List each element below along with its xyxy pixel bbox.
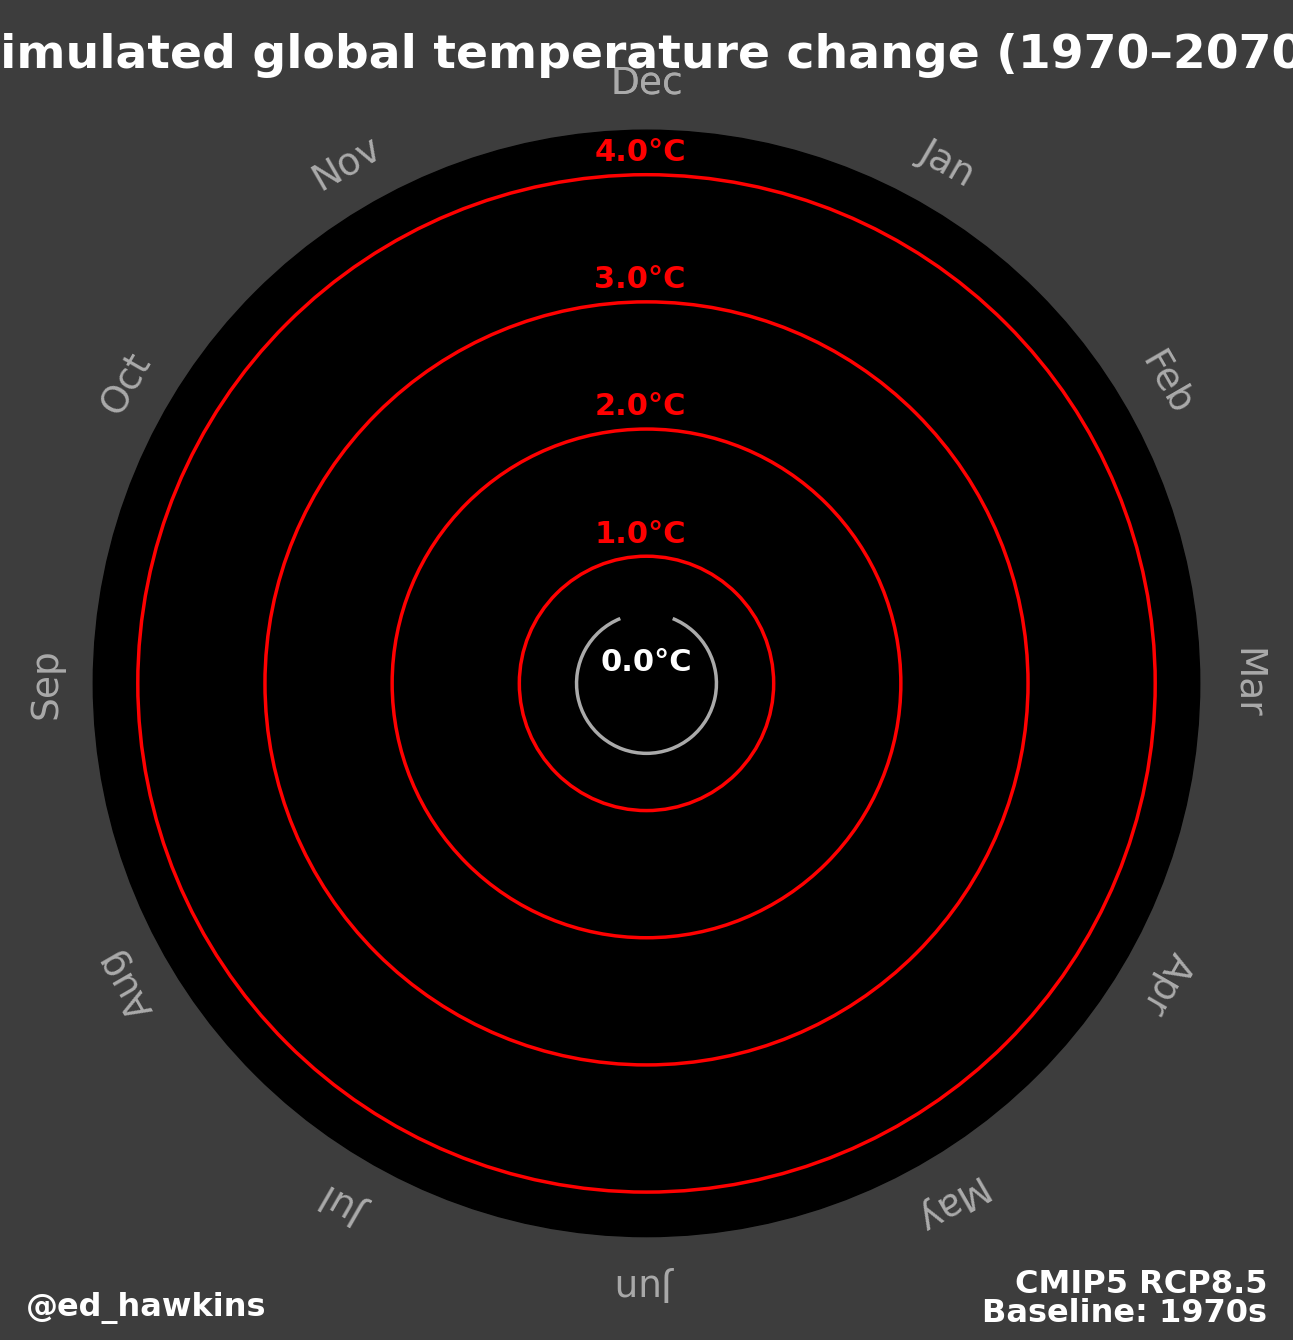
Text: 0.0°C: 0.0°C <box>601 649 692 677</box>
Text: 4.0°C: 4.0°C <box>595 138 687 168</box>
Text: 1.0°C: 1.0°C <box>595 520 687 548</box>
Text: Sep: Sep <box>28 649 65 718</box>
Text: 2.0°C: 2.0°C <box>595 393 685 421</box>
Text: 3.0°C: 3.0°C <box>595 265 685 295</box>
Text: Mar: Mar <box>1228 649 1265 718</box>
Text: Jul: Jul <box>318 1177 375 1230</box>
Text: Feb: Feb <box>1134 346 1199 421</box>
Text: Baseline: 1970s: Baseline: 1970s <box>983 1298 1267 1329</box>
Text: Jan: Jan <box>913 134 980 193</box>
Text: Simulated global temperature change (1970–2070): Simulated global temperature change (197… <box>0 34 1293 79</box>
Text: May: May <box>904 1168 989 1238</box>
Text: @ed_hawkins: @ed_hawkins <box>26 1292 266 1324</box>
Text: Dec: Dec <box>610 66 683 100</box>
Text: Apr: Apr <box>1134 946 1199 1021</box>
Text: Aug: Aug <box>93 943 160 1024</box>
Text: Dec: Dec <box>610 66 683 100</box>
Text: CMIP5 RCP8.5: CMIP5 RCP8.5 <box>1015 1269 1267 1300</box>
Text: Oct: Oct <box>94 346 159 421</box>
Circle shape <box>93 130 1200 1237</box>
Text: Jun: Jun <box>617 1266 676 1301</box>
Text: Nov: Nov <box>305 130 387 197</box>
